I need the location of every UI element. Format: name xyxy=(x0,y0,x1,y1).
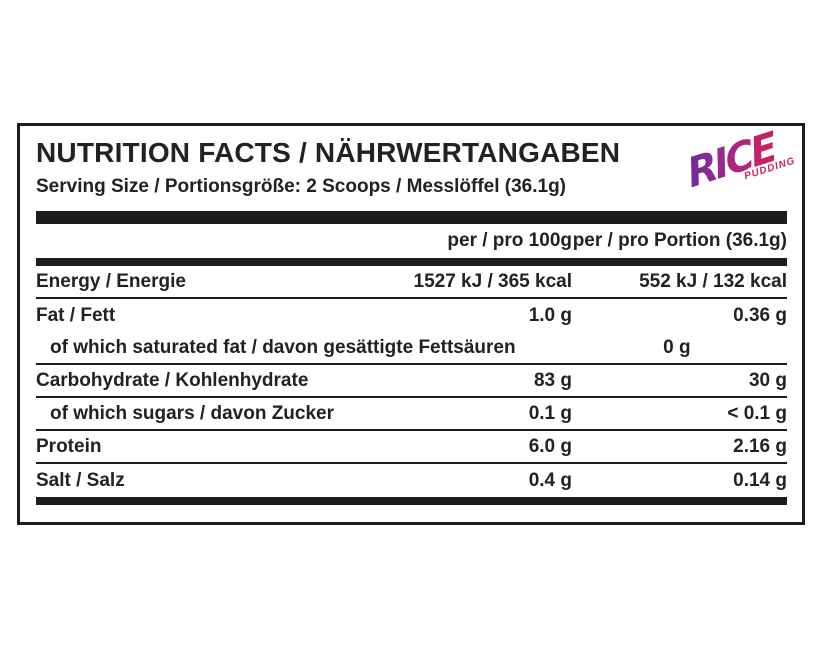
row-value-per-portion: 30 g xyxy=(748,369,787,391)
row-label: Salt / Salz xyxy=(36,469,125,491)
table-row-sugars: of which sugars / davon Zucker 0.1 g < 0… xyxy=(36,398,787,431)
row-value-per-100g: 83 g xyxy=(533,369,572,391)
divider-thick-bottom xyxy=(36,497,787,505)
row-value-per-portion: 552 kJ / 132 kcal xyxy=(639,270,787,292)
row-label: of which saturated fat / davon gesättigt… xyxy=(50,336,516,358)
row-value-per-100g: 0.4 g xyxy=(528,469,572,491)
table-row-energy: Energy / Energie 1527 kJ / 365 kcal 552 … xyxy=(36,266,787,299)
row-value-per-100g: 6.0 g xyxy=(528,435,572,457)
row-value-per-100g: 0 g xyxy=(663,336,691,358)
row-value-per-100g: 0.1 g xyxy=(528,402,572,424)
row-value-per-portion: < 0.1 g xyxy=(727,402,787,424)
column-header-row: per / pro 100g per / pro Portion (36.1g) xyxy=(36,224,787,258)
table-row-protein: Protein 6.0 g 2.16 g xyxy=(36,431,787,464)
row-value-per-portion: 0.36 g xyxy=(733,304,787,326)
row-value-per-100g: 1527 kJ / 365 kcal xyxy=(413,270,572,292)
table-row-carbohydrate: Carbohydrate / Kohlenhydrate 83 g 30 g xyxy=(36,365,787,398)
column-header-per-portion: per / pro Portion (36.1g) xyxy=(572,230,787,251)
table-row-saturated-fat: of which saturated fat / davon gesättigt… xyxy=(36,332,787,365)
nutrition-label: NUTRITION FACTS / NÄHRWERTANGABEN Servin… xyxy=(17,123,805,525)
row-value-per-100g: 1.0 g xyxy=(528,304,572,326)
row-value-per-portion: 0 g xyxy=(691,337,823,359)
row-label: Protein xyxy=(36,435,102,457)
label-title: NUTRITION FACTS / NÄHRWERTANGABEN xyxy=(36,137,621,168)
row-value-per-portion: 0.14 g xyxy=(733,469,787,491)
divider-thick-top xyxy=(36,211,787,224)
column-header-per-100g: per / pro 100g xyxy=(447,230,572,251)
serving-size-line: Serving Size / Portionsgröße: 2 Scoops /… xyxy=(36,176,567,197)
row-label: Fat / Fett xyxy=(36,304,116,326)
row-label: Energy / Energie xyxy=(36,270,186,292)
row-value-per-portion: 2.16 g xyxy=(733,435,787,457)
table-row-fat: Fat / Fett 1.0 g 0.36 g xyxy=(36,299,787,332)
divider-under-header xyxy=(36,258,787,266)
row-label: of which sugars / davon Zucker xyxy=(50,402,335,424)
table-row-salt: Salt / Salz 0.4 g 0.14 g xyxy=(36,464,787,497)
row-label: Carbohydrate / Kohlenhydrate xyxy=(36,369,309,391)
